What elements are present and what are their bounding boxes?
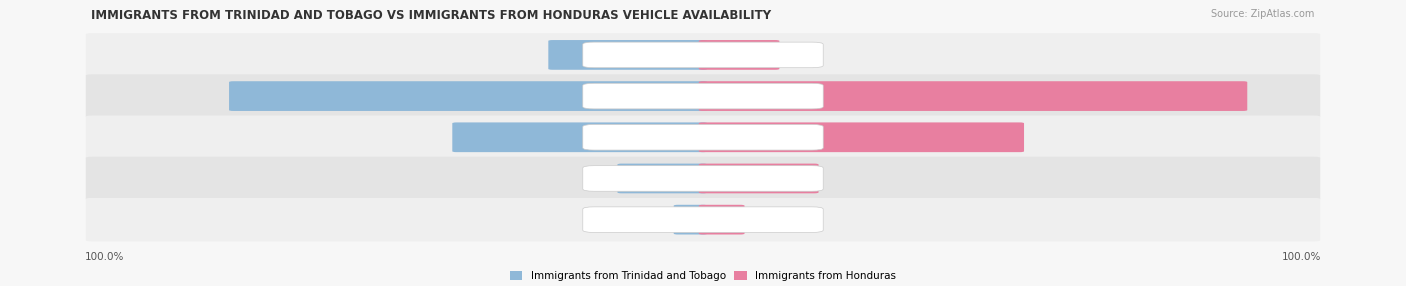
Text: 51.8%: 51.8% xyxy=(844,132,880,142)
Text: 40.3%: 40.3% xyxy=(561,132,598,142)
Text: 24.6%: 24.6% xyxy=(610,50,645,60)
Text: 88.3%: 88.3% xyxy=(955,91,991,101)
Text: 13.3%: 13.3% xyxy=(578,174,610,183)
Legend: Immigrants from Trinidad and Tobago, Immigrants from Honduras: Immigrants from Trinidad and Tobago, Imm… xyxy=(510,271,896,281)
Text: 4.1%: 4.1% xyxy=(640,215,666,225)
Text: 76.8%: 76.8% xyxy=(450,91,486,101)
Text: 4+ Vehicles Available: 4+ Vehicles Available xyxy=(647,215,759,225)
Text: 2+ Vehicles Available: 2+ Vehicles Available xyxy=(647,132,759,142)
Text: 6.1%: 6.1% xyxy=(752,215,778,225)
Text: No Vehicles Available: No Vehicles Available xyxy=(648,50,758,60)
Text: 100.0%: 100.0% xyxy=(84,252,124,262)
Text: Source: ZipAtlas.com: Source: ZipAtlas.com xyxy=(1211,9,1315,19)
Text: 100.0%: 100.0% xyxy=(1282,252,1322,262)
Text: 1+ Vehicles Available: 1+ Vehicles Available xyxy=(647,91,759,101)
Text: 3+ Vehicles Available: 3+ Vehicles Available xyxy=(647,174,759,183)
Text: 11.8%: 11.8% xyxy=(786,50,820,60)
Text: IMMIGRANTS FROM TRINIDAD AND TOBAGO VS IMMIGRANTS FROM HONDURAS VEHICLE AVAILABI: IMMIGRANTS FROM TRINIDAD AND TOBAGO VS I… xyxy=(91,9,772,21)
Text: 18.2%: 18.2% xyxy=(741,174,776,183)
